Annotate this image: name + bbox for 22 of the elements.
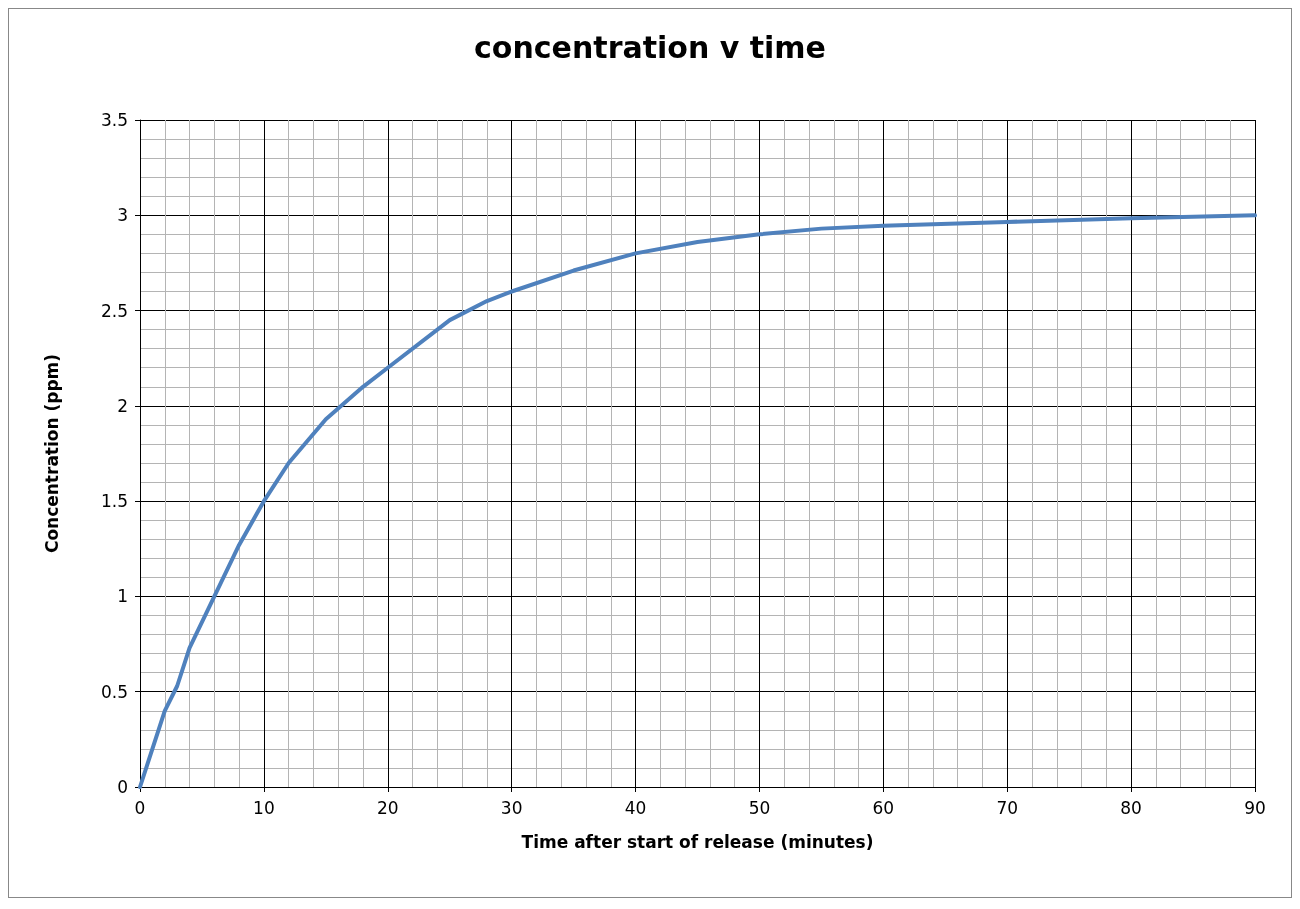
y-tick-label: 1.5 xyxy=(100,491,128,512)
x-tick-label: 20 xyxy=(376,797,399,818)
x-tick-label: 30 xyxy=(500,797,523,818)
y-tick-label: 3.5 xyxy=(100,110,128,130)
x-tick-label: 60 xyxy=(872,797,895,818)
x-tick-label: 10 xyxy=(253,797,275,818)
x-tick-label: 40 xyxy=(624,797,647,818)
x-axis-title: Time after start of release (minutes) xyxy=(521,831,874,852)
y-tick-label: 0 xyxy=(117,777,128,797)
y-tick-label: 1 xyxy=(117,586,128,607)
y-tick-label: 2.5 xyxy=(100,300,128,321)
y-tick-label: 2 xyxy=(117,395,128,416)
x-tick-label: 50 xyxy=(748,797,771,818)
x-tick-label: 90 xyxy=(1244,797,1266,818)
x-tick-label: 0 xyxy=(134,797,146,818)
line-series xyxy=(138,213,1257,789)
x-tick-label: 80 xyxy=(1120,797,1142,818)
chart-title: concentration v time xyxy=(474,29,826,65)
x-tick-label: 70 xyxy=(996,797,1019,818)
y-tick-label: 3 xyxy=(117,205,128,226)
y-tick-label: 0.5 xyxy=(100,681,128,702)
y-axis-title: Concentration (ppm) xyxy=(41,353,62,554)
